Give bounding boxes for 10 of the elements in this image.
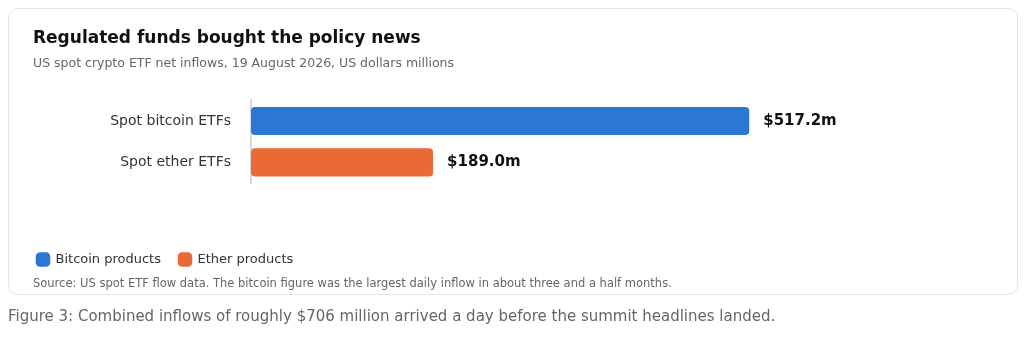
chart-title: Regulated funds bought the policy news — [33, 27, 422, 47]
y-tick-label: Spot bitcoin ETFs — [110, 111, 231, 128]
legend-label: Bitcoin products — [55, 250, 162, 266]
chart-subtitle: US spot crypto ETF net inflows, 19 August 2026, US dollars millions — [33, 55, 456, 70]
source-note: Source: US spot ETF flow data. The bitcoin figure was the largest daily inflow in about three and a half months. — [33, 276, 673, 290]
y-tick-label: Spot ether ETFs — [120, 152, 231, 169]
data-label: $517.2m — [763, 110, 837, 129]
legend-label: Ether products — [197, 250, 294, 266]
data-label: $189.0m — [447, 152, 521, 171]
caption: Figure 3: Combined inflows of roughly $706 million arrived a day before the summit headlines landed. — [8, 307, 777, 325]
